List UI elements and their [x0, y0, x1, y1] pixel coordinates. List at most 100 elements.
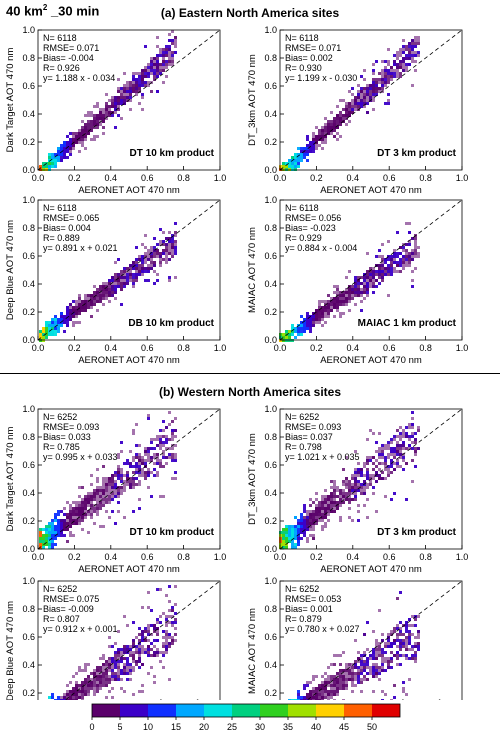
- stat-line: R= 0.930: [285, 63, 322, 73]
- x-tick-label: 0.2: [310, 173, 323, 183]
- stat-line: y= 0.995 x + 0.033: [43, 452, 118, 462]
- colorbar-segment: [288, 704, 316, 717]
- one-to-one-line: [64, 580, 221, 700]
- stat-line: Bias= 0.001: [285, 604, 333, 614]
- panel-5: 0.00.0 0.2 0.2 0.4 0.4 0.6 0.6 0.8 0.8 1.0 1.0 AERO…: [5, 404, 226, 575]
- y-tick-label: 1.0: [22, 25, 35, 35]
- y-tick-label: 0.2: [264, 516, 277, 526]
- x-axis-label: AERONET AOT 470 nm: [320, 355, 422, 366]
- colorbar-tick-label: 20: [199, 722, 209, 732]
- colorbar-tick-label: 40: [311, 722, 321, 732]
- panel-7: 0.00.00.20.20.40.40.60.60.80.81.01.0AERO…: [5, 576, 221, 700]
- stat-line: RMSE= 0.093: [43, 422, 99, 432]
- y-tick-label: 0.6: [264, 460, 277, 470]
- x-tick-label: 0.6: [141, 552, 154, 562]
- stat-line: y= 1.188 x - 0.034: [43, 73, 115, 83]
- x-tick-label: 0.4: [105, 552, 118, 562]
- stat-line: R= 0.926: [43, 63, 80, 73]
- product-label: DT 3 km product: [377, 527, 457, 538]
- y-tick-label: 0.2: [22, 688, 35, 698]
- y-tick-label: 0.4: [22, 109, 35, 119]
- one-to-one-line: [37, 29, 221, 171]
- stat-line: N= 6252: [285, 584, 319, 594]
- colorbar-segment: [232, 704, 260, 717]
- stat-line: N= 6252: [43, 412, 77, 422]
- product-label: DT 10 km product: [130, 148, 215, 159]
- x-axis-label: AERONET AOT 470 nm: [320, 564, 422, 575]
- x-axis-label: AERONET AOT 470 nm: [78, 355, 180, 366]
- y-tick-label: 0.0: [264, 165, 277, 175]
- one-to-one-line: [279, 29, 463, 171]
- y-tick-label: 0.0: [22, 335, 35, 345]
- colorbar-segment: [120, 704, 148, 717]
- y-tick-label: 1.0: [264, 25, 277, 35]
- colorbar-tick-label: 25: [227, 722, 237, 732]
- plot-frame: [279, 580, 463, 700]
- stat-line: y= 0.912 x + 0.001: [43, 624, 118, 634]
- y-tick-label: 0.6: [22, 251, 35, 261]
- y-axis-label: Dark Target AOT 470 nm: [5, 427, 16, 532]
- x-tick-label: 0.8: [419, 343, 432, 353]
- stat-line: R= 0.798: [285, 442, 322, 452]
- y-tick-label: 0.4: [264, 109, 277, 119]
- density-cloud: [288, 591, 420, 700]
- density-cloud: [279, 411, 420, 549]
- stat-line: Bias= -0.009: [43, 604, 94, 614]
- section-b-title: (b) Western North America sites: [158, 385, 342, 399]
- stat-line: y= 0.891 x + 0.021: [43, 243, 118, 253]
- stat-line: N= 6118: [285, 203, 319, 213]
- y-tick-label: 0.8: [264, 223, 277, 233]
- colorbar-segment: [344, 704, 372, 717]
- x-tick-label: 0.4: [347, 173, 360, 183]
- stat-line: Bias= -0.023: [285, 223, 336, 233]
- y-tick-label: 0.4: [264, 488, 277, 498]
- x-tick-label: 0.4: [347, 343, 360, 353]
- colorbar-segment: [176, 704, 204, 717]
- stat-line: y= 1.021 x + 0.035: [285, 452, 360, 462]
- y-axis-label: DT_3km AOT 470 nm: [247, 54, 258, 146]
- density-cloud: [39, 222, 177, 342]
- stat-line: N= 6252: [285, 412, 319, 422]
- stat-line: y= 1.199 x - 0.030: [285, 73, 357, 83]
- y-tick-label: 0.0: [22, 544, 35, 554]
- stat-line: R= 0.929: [285, 233, 322, 243]
- stat-line: RMSE= 0.093: [285, 422, 341, 432]
- stat-line: Bias= 0.037: [285, 432, 333, 442]
- x-tick-label: 0.6: [383, 343, 396, 353]
- stat-line: N= 6118: [43, 33, 77, 43]
- stat-line: RMSE= 0.071: [43, 43, 99, 53]
- y-tick-label: 0.6: [264, 81, 277, 91]
- x-tick-label: 1.0: [214, 343, 227, 353]
- scatter-density-panels: 0.0 0.0 0.2 0.2 0.4 0.4 0.6 0.6 0.8 0.8 1.0 1.0 AERO…: [5, 25, 468, 700]
- product-label: DT 10 km product: [130, 527, 215, 538]
- product-label: MAIAC 1 km product: [358, 318, 457, 329]
- x-tick-label: 0.2: [68, 173, 81, 183]
- stat-line: y= 0.780 x + 0.027: [285, 624, 360, 634]
- y-tick-label: 0.8: [264, 604, 277, 614]
- stat-line: Bias= 0.002: [285, 53, 333, 63]
- colorbar-segment: [92, 704, 120, 717]
- y-tick-label: 0.6: [22, 81, 35, 91]
- y-tick-label: 0.4: [22, 279, 35, 289]
- colorbar-segment: [316, 704, 344, 717]
- x-tick-label: 0.0: [274, 343, 287, 353]
- stat-line: y= 0.884 x - 0.004: [285, 243, 357, 253]
- x-tick-label: 0.6: [141, 173, 154, 183]
- plot-frame: [279, 408, 463, 550]
- y-tick-label: 0.6: [264, 632, 277, 642]
- colorbar-tick-label: 10: [143, 722, 153, 732]
- stat-line: Bias= 0.004: [43, 223, 91, 233]
- x-tick-label: 0.8: [177, 552, 190, 562]
- y-axis-label: Dark Target AOT 470 nm: [5, 48, 16, 153]
- x-tick-label: 0.0: [32, 173, 45, 183]
- section-separator: [0, 373, 500, 374]
- product-label: DT 3 km product: [377, 148, 457, 159]
- y-axis-label: DT_3km AOT 470 nm: [247, 433, 258, 525]
- x-tick-label: 0.2: [68, 552, 81, 562]
- y-tick-label: 0.8: [22, 223, 35, 233]
- colorbar-tick-label: 35: [283, 722, 293, 732]
- plot-frame: [37, 199, 221, 341]
- x-axis-label: AERONET AOT 470 nm: [320, 185, 422, 196]
- plot-frame: [279, 199, 463, 341]
- x-tick-label: 0.8: [177, 343, 190, 353]
